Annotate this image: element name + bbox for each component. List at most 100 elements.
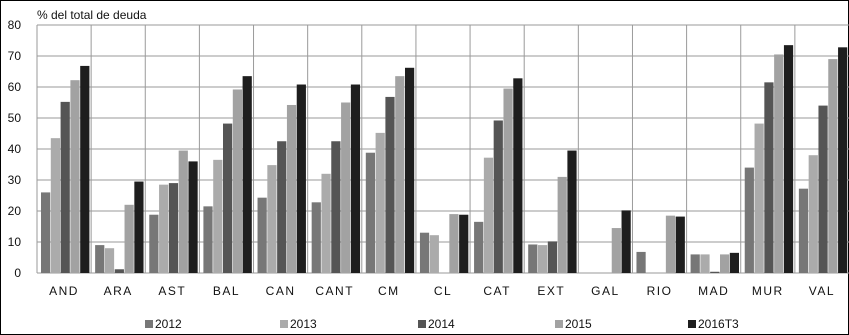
bar-EXT-2016T3 — [567, 150, 577, 273]
bar-CANT-2013 — [321, 173, 331, 273]
bar-CANT-2016T3 — [350, 84, 361, 274]
bar-CL-2015 — [449, 214, 459, 273]
x-tick-label: AST — [158, 284, 186, 298]
x-tick-label: AND — [49, 284, 79, 298]
bar-MUR-2012 — [744, 167, 754, 273]
legend-label: 2015 — [565, 317, 592, 331]
bar-MUR-2016T3 — [783, 45, 794, 274]
bar-ARA-2012 — [95, 245, 105, 273]
x-tick-label: VAL — [809, 284, 835, 298]
bar-BAL-2013 — [213, 159, 223, 273]
bar-AST-2016T3 — [188, 161, 198, 273]
bar-GAL-2016T3 — [621, 210, 631, 273]
bar-MUR-2013 — [754, 123, 764, 273]
x-tick-label: EXT — [537, 284, 565, 298]
bar-GAL-2015 — [611, 228, 621, 273]
bar-BAL-2016T3 — [242, 76, 252, 274]
legend-swatch-2016T3 — [688, 320, 696, 328]
x-tick-label: RIO — [647, 284, 673, 298]
bar-CL-2012 — [419, 232, 430, 273]
legend-label: 2016T3 — [698, 317, 739, 331]
bar-CAN-2012 — [257, 197, 267, 273]
legend-label: 2013 — [290, 317, 317, 331]
bar-CAN-2016T3 — [296, 84, 306, 274]
bar-CM-2015 — [395, 76, 405, 274]
bars — [41, 45, 848, 274]
y-tick-label: 50 — [8, 111, 22, 125]
bar-CAN-2015 — [286, 104, 297, 273]
legend-swatch-2013 — [280, 320, 288, 328]
x-tick-label: GAL — [591, 284, 620, 298]
x-tick-label: CAN — [266, 284, 296, 298]
bar-MAD-2015 — [720, 254, 730, 273]
bar-AND-2014 — [60, 101, 70, 273]
bar-EXT-2013 — [538, 245, 548, 273]
bar-ARA-2014 — [114, 269, 124, 273]
bar-CL-2013 — [429, 235, 439, 273]
bar-CANT-2014 — [331, 141, 341, 273]
y-axis: 0 10 20 30 40 50 60 70 80 — [8, 18, 38, 280]
bar-ARA-2013 — [104, 248, 115, 273]
bar-CAN-2013 — [267, 165, 277, 273]
bar-VAL-2013 — [808, 155, 818, 273]
bar-MUR-2015 — [774, 54, 784, 274]
category-separators — [90, 25, 796, 273]
bar-AND-2013 — [50, 138, 60, 273]
bar-AST-2013 — [159, 184, 169, 273]
legend: 2012 2013 2014 2015 2016T3 — [145, 317, 739, 331]
bar-CAT-2012 — [474, 221, 484, 273]
legend-label: 2012 — [155, 317, 182, 331]
bar-EXT-2015 — [557, 176, 567, 273]
bar-MUR-2014 — [764, 82, 774, 273]
bar-ARA-2015 — [124, 204, 134, 273]
y-tick-label: 40 — [8, 142, 22, 156]
bar-CAT-2016T3 — [513, 78, 523, 273]
bar-BAL-2012 — [203, 206, 213, 273]
bar-BAL-2015 — [232, 89, 242, 273]
x-tick-label: CANT — [315, 284, 354, 298]
y-tick-label: 60 — [8, 80, 22, 94]
bar-CANT-2012 — [311, 202, 321, 273]
y-tick-label: 0 — [14, 266, 21, 280]
bar-ARA-2016T3 — [134, 181, 144, 273]
bar-AND-2016T3 — [80, 65, 90, 273]
bar-EXT-2012 — [528, 244, 538, 273]
bar-CM-2014 — [385, 96, 395, 273]
legend-label: 2014 — [428, 317, 455, 331]
bar-MAD-2013 — [700, 254, 710, 273]
chart-title: % del total de deuda — [37, 8, 147, 22]
bar-AST-2015 — [178, 150, 188, 273]
bar-RIO-2012 — [636, 251, 646, 273]
x-tick-label: CM — [378, 284, 400, 298]
bar-CM-2013 — [375, 132, 385, 273]
bar-AST-2012 — [149, 214, 159, 273]
y-tick-label: 80 — [8, 18, 22, 32]
bar-VAL-2014 — [818, 105, 828, 273]
x-tick-label: ARA — [104, 284, 133, 298]
y-tick-label: 30 — [8, 173, 22, 187]
bar-RIO-2015 — [665, 215, 676, 273]
bar-MAD-2012 — [690, 254, 700, 273]
legend-swatch-2014 — [418, 320, 426, 328]
x-tick-label: CL — [434, 284, 452, 298]
bar-EXT-2014 — [547, 241, 557, 273]
x-axis: AND ARA AST BAL CAN CANT CM CL CAT EXT GAL RIO MAD MU… — [49, 284, 835, 298]
bar-CM-2012 — [365, 152, 375, 273]
legend-swatch-2015 — [555, 320, 563, 328]
bar-CM-2016T3 — [405, 67, 415, 273]
bar-AND-2015 — [70, 80, 80, 274]
bar-MAD-2016T3 — [729, 252, 739, 273]
x-tick-label: MAD — [698, 284, 729, 298]
bar-VAL-2015 — [828, 59, 838, 273]
bar-CAT-2014 — [493, 120, 503, 273]
bar-AST-2014 — [168, 183, 179, 273]
y-tick-label: 20 — [8, 204, 22, 218]
bar-CAN-2014 — [277, 141, 287, 273]
bar-BAL-2014 — [223, 123, 233, 273]
x-tick-label: CAT — [483, 284, 511, 298]
bar-VAL-2012 — [798, 188, 809, 273]
y-tick-label: 10 — [8, 235, 22, 249]
bar-CL-2016T3 — [459, 214, 469, 273]
bar-CAT-2013 — [483, 157, 494, 273]
